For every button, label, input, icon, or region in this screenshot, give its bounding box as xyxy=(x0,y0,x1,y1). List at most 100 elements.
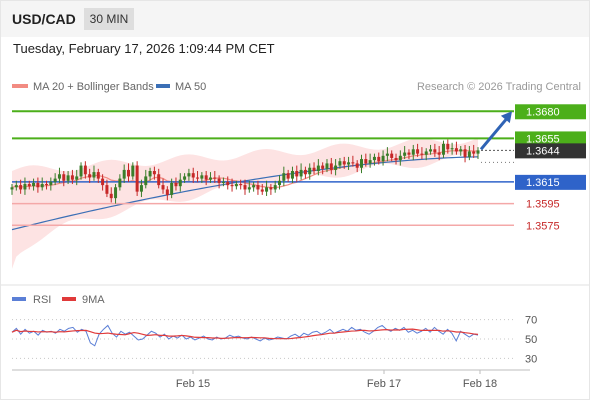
candle-up xyxy=(398,155,402,161)
candle-down xyxy=(191,173,195,178)
candle-down xyxy=(70,175,74,180)
candle-up xyxy=(200,175,204,179)
candle-up xyxy=(441,143,445,155)
current-price-label-box xyxy=(515,143,586,159)
candle-down xyxy=(196,177,200,179)
rsi-tick-label: 30 xyxy=(525,353,537,365)
candle-up xyxy=(459,149,463,152)
candle-down xyxy=(329,163,333,170)
candle-down xyxy=(390,153,394,158)
candle-up xyxy=(49,181,53,186)
candle-up xyxy=(290,171,294,179)
candle-up xyxy=(122,169,126,179)
projection-arrow xyxy=(479,117,509,151)
candle-down xyxy=(239,184,243,186)
x-tick-label: Feb 18 xyxy=(463,378,497,390)
current-price-label: 1.3644 xyxy=(526,145,560,157)
x-tick-label: Feb 15 xyxy=(176,378,210,390)
candle-down xyxy=(303,169,307,175)
candle-down xyxy=(101,178,105,186)
candle-down xyxy=(217,178,221,183)
legend-rsi-ma-swatch xyxy=(62,297,76,301)
candle-up xyxy=(385,153,389,156)
support-label: 1.3575 xyxy=(526,220,560,232)
candle-up xyxy=(265,187,269,192)
candle-down xyxy=(243,185,247,190)
candle-up xyxy=(278,180,282,186)
candle-down xyxy=(342,161,346,165)
candle-up xyxy=(234,184,238,187)
resistance-label: 1.3680 xyxy=(526,106,560,118)
candle-down xyxy=(109,193,113,199)
candle-down xyxy=(19,185,23,190)
candle-up xyxy=(114,187,118,199)
candle-down xyxy=(463,149,467,157)
candle-up xyxy=(282,173,286,181)
candle-up xyxy=(118,178,122,188)
candle-up xyxy=(247,187,251,190)
candle-up xyxy=(148,171,152,177)
candle-up xyxy=(429,149,433,152)
candle-up xyxy=(131,165,135,177)
support-label: 1.3595 xyxy=(526,199,560,211)
candle-down xyxy=(472,151,476,154)
candle-up xyxy=(476,150,480,154)
candle-down xyxy=(62,174,66,181)
candle-up xyxy=(338,161,342,166)
candle-down xyxy=(157,174,161,186)
legend-rsi-ma-label: 9MA xyxy=(82,294,105,306)
candle-down xyxy=(96,172,100,179)
candle-up xyxy=(92,172,96,178)
candle-down xyxy=(351,162,355,164)
interval-selector[interactable]: 30 MIN xyxy=(84,8,134,30)
candle-up xyxy=(360,159,363,168)
candle-up xyxy=(411,149,415,155)
candle-up xyxy=(23,184,27,190)
candle-down xyxy=(355,163,359,168)
candle-down xyxy=(174,182,178,187)
candle-down xyxy=(454,148,458,152)
candle-up xyxy=(372,156,376,161)
candle-down xyxy=(433,149,437,153)
rsi-tick-label: 70 xyxy=(525,315,537,327)
x-tick-label: Feb 17 xyxy=(367,378,401,390)
candle-up xyxy=(183,176,187,180)
candle-up xyxy=(79,165,83,177)
candle-up xyxy=(170,182,174,195)
candle-up xyxy=(32,182,36,187)
candle-down xyxy=(161,185,165,190)
candle-up xyxy=(66,175,70,181)
candle-up xyxy=(144,176,148,186)
copyright-text: Research © 2026 Trading Central xyxy=(417,81,581,93)
candle-up xyxy=(334,165,338,170)
candle-down xyxy=(407,152,411,155)
candle-down xyxy=(295,171,299,177)
pivot-label-box xyxy=(515,174,586,190)
symbol-title: USD/CAD xyxy=(12,11,76,27)
header-bar: USD/CAD 30 MIN xyxy=(1,1,589,37)
candle-up xyxy=(450,148,454,150)
candle-up xyxy=(221,181,225,183)
candle-down xyxy=(364,159,368,164)
candle-down xyxy=(312,167,316,171)
candle-up xyxy=(467,151,471,157)
resistance-label: 1.3655 xyxy=(526,133,560,145)
legend-ma50-swatch xyxy=(156,84,170,88)
candle-down xyxy=(135,165,139,192)
resistance-label-box xyxy=(515,131,586,147)
candle-up xyxy=(75,176,79,180)
candle-down xyxy=(437,152,441,155)
candle-down xyxy=(321,165,325,169)
candle-down xyxy=(420,153,424,155)
candle-down xyxy=(152,171,156,175)
candle-down xyxy=(230,185,234,187)
legend-rsi-label: RSI xyxy=(33,294,51,306)
candle-down xyxy=(36,182,40,188)
candle-down xyxy=(105,185,109,194)
candle-down xyxy=(416,149,420,154)
candle-down xyxy=(204,175,208,180)
timestamp: Tuesday, February 17, 2026 1:09:44 PM CE… xyxy=(13,41,275,56)
candle-up xyxy=(139,185,143,192)
candle-up xyxy=(424,151,428,155)
